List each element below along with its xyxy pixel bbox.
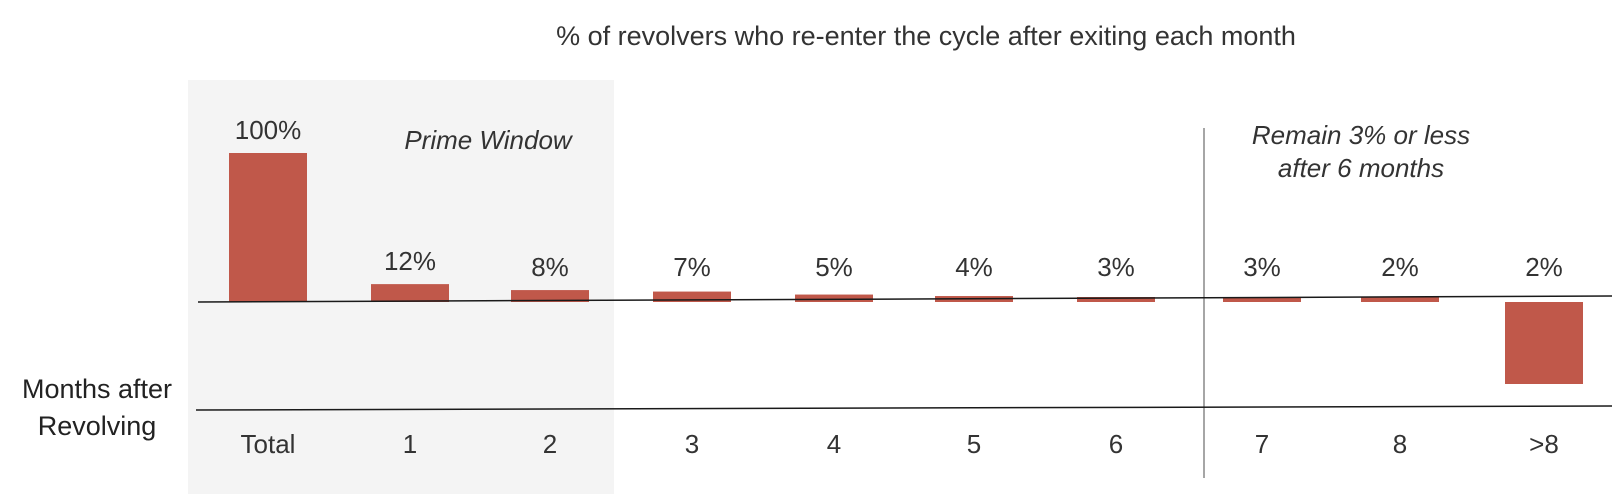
bar-5 — [795, 294, 873, 302]
bar-7 — [1077, 297, 1155, 302]
bar-10 — [1505, 302, 1583, 384]
bar-8 — [1223, 297, 1301, 302]
bar-1 — [229, 153, 307, 302]
data-label-10: 2% — [1525, 252, 1563, 282]
bar-2 — [371, 284, 449, 302]
data-label-6: 4% — [955, 252, 993, 282]
x-tick-label-6: 5 — [967, 429, 981, 459]
data-label-5: 5% — [815, 252, 853, 282]
bars-group — [229, 153, 1583, 384]
data-label-2: 12% — [384, 246, 436, 276]
x-tick-label-3: 2 — [543, 429, 557, 459]
x-tick-label-1: Total — [241, 429, 296, 459]
data-label-1: 100% — [235, 115, 302, 145]
remain-note-line1: Remain 3% or less — [1252, 120, 1470, 150]
prime-window-label: Prime Window — [404, 125, 574, 155]
bar-3 — [511, 290, 589, 302]
bar-9 — [1361, 297, 1439, 302]
chart-title: % of revolvers who re-enter the cycle af… — [556, 21, 1296, 51]
x-tick-label-7: 6 — [1109, 429, 1123, 459]
bar-4 — [653, 291, 731, 302]
baseline — [197, 295, 1612, 303]
x-tick-label-10: >8 — [1529, 429, 1559, 459]
x-tick-label-2: 1 — [403, 429, 417, 459]
data-label-4: 7% — [673, 252, 711, 282]
data-label-9: 2% — [1381, 252, 1419, 282]
data-label-7: 3% — [1097, 252, 1135, 282]
tick-labels-group: Total 1 2 3 4 5 6 7 8 >8 — [241, 429, 1559, 459]
data-label-8: 3% — [1243, 252, 1281, 282]
x-axis-label-line2: Revolving — [38, 411, 157, 441]
x-axis-line — [195, 405, 1612, 411]
remain-note-line2: after 6 months — [1278, 153, 1444, 183]
data-label-3: 8% — [531, 252, 569, 282]
x-axis-label-line1: Months after — [22, 374, 172, 404]
x-tick-label-4: 3 — [685, 429, 699, 459]
data-labels-group: 100% 12% 8% 7% 5% 4% 3% 3% 2% 2% — [235, 115, 1563, 282]
x-tick-label-9: 8 — [1393, 429, 1407, 459]
x-tick-label-8: 7 — [1255, 429, 1269, 459]
x-tick-label-5: 4 — [827, 429, 841, 459]
